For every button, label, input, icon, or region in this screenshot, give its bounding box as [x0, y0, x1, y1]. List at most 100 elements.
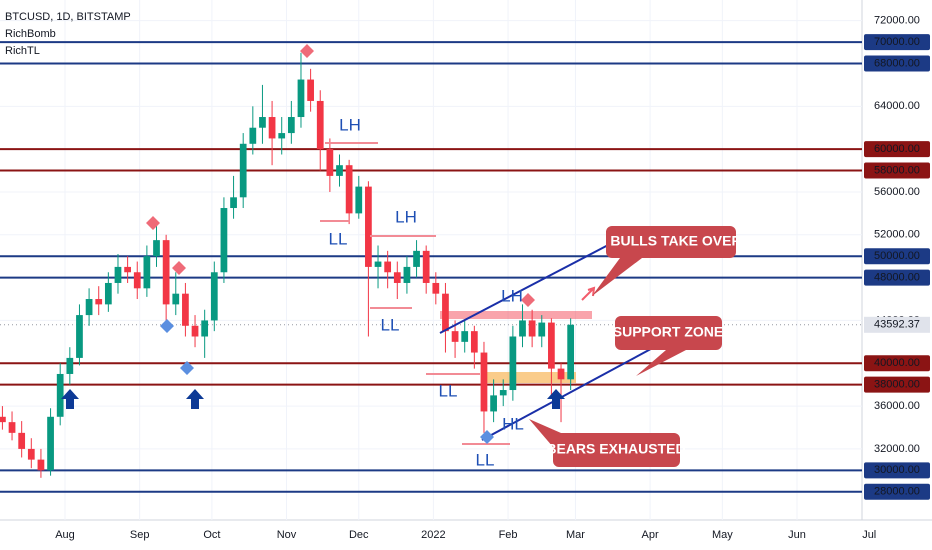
candle-body: [143, 256, 151, 289]
swing-label: LH: [339, 115, 361, 134]
candle-body: [278, 133, 286, 139]
candle-body: [365, 186, 372, 267]
x-tick-label: Feb: [499, 529, 518, 541]
candle-body: [490, 395, 497, 412]
candle-body: [345, 165, 353, 214]
y-tick-label: 56000.00: [874, 186, 920, 198]
candle-body: [336, 165, 343, 176]
candle-body: [104, 282, 112, 305]
candle-body: [393, 272, 401, 283]
candle-body: [0, 416, 6, 423]
callout-box: [615, 316, 722, 376]
y-tick-label: 32000.00: [874, 443, 920, 455]
candle-body: [191, 325, 199, 337]
x-tick-label: Mar: [566, 529, 585, 541]
candle-body: [210, 272, 218, 321]
swing-label: LL: [329, 229, 348, 248]
candle-body: [201, 320, 209, 337]
candle-body: [287, 117, 295, 134]
level-label: 50000.00: [874, 250, 920, 262]
candle-body: [374, 261, 382, 267]
level-label-box: [864, 141, 930, 158]
candle-body: [27, 448, 35, 460]
callout-text: SUPPORT ZONE: [613, 324, 723, 340]
candle-body: [249, 127, 257, 144]
candle-body: [567, 324, 575, 380]
callout-text: BULLS TAKE OVER: [610, 233, 741, 249]
candle-body: [162, 240, 170, 305]
level-label: 48000.00: [874, 272, 920, 284]
callout-text: BEARS EXHAUSTED: [546, 441, 685, 457]
candle-body: [403, 266, 411, 283]
y-tick-label: 72000.00: [874, 15, 920, 27]
candle-body: [326, 149, 334, 176]
candle-body: [18, 432, 26, 449]
chart-title: BTCUSD, 1D, BITSTAMP: [5, 11, 131, 23]
x-tick-label: Jun: [788, 529, 806, 541]
candles: [0, 52, 575, 478]
level-label-box: [864, 462, 930, 479]
x-tick-label: Aug: [55, 529, 75, 541]
level-label-box: [864, 55, 930, 72]
x-tick-label: 2022: [421, 529, 445, 541]
swing-label: LH: [501, 286, 523, 305]
level-label: 40000.00: [874, 357, 920, 369]
candle-body: [499, 390, 507, 396]
x-tick-label: Nov: [277, 529, 297, 541]
level-label-box: [864, 248, 930, 265]
candle-body: [509, 336, 517, 391]
candle-body: [307, 79, 314, 101]
candle-body: [239, 143, 247, 198]
candle-body: [461, 331, 469, 342]
x-tick-label: Oct: [203, 529, 220, 541]
level-label-box: [864, 355, 930, 372]
candle-body: [182, 293, 189, 326]
candle-body: [153, 240, 160, 257]
candle-body: [316, 100, 324, 150]
level-label: 38000.00: [874, 379, 920, 391]
candle-body: [47, 416, 54, 471]
x-tick-label: Apr: [642, 529, 659, 541]
swing-label: LL: [439, 381, 458, 400]
candle-body: [114, 266, 122, 283]
candle-body: [528, 320, 536, 337]
grid: [0, 0, 862, 520]
candle-body: [519, 320, 526, 337]
x-tick-label: May: [712, 529, 733, 541]
candle-body: [56, 373, 64, 417]
candle-body: [355, 186, 363, 214]
level-label-box: [864, 269, 930, 286]
candle-body: [95, 299, 103, 305]
y-tick-label: 64000.00: [874, 100, 920, 112]
candle-body: [230, 197, 237, 209]
candle-body: [297, 79, 305, 118]
candle-body: [8, 422, 16, 433]
candle-body: [37, 459, 45, 471]
level-label-box: [864, 376, 930, 393]
candle-body: [220, 208, 228, 273]
candle-body: [384, 261, 392, 273]
candle-body: [451, 331, 459, 342]
level-label-box: [864, 162, 930, 179]
levels: [0, 41, 862, 493]
swing-label: LH: [395, 207, 417, 226]
indicator-name: RichBomb: [5, 28, 56, 40]
indicator-name: RichTL: [5, 45, 40, 57]
candle-body: [557, 368, 565, 380]
callout-box: [529, 419, 680, 467]
candle-body: [259, 117, 266, 128]
level-label-box: [864, 34, 930, 51]
swing-label: LL: [381, 315, 400, 334]
y-tick-label: 36000.00: [874, 400, 920, 412]
level-label: 28000.00: [874, 486, 920, 498]
resistance-zone: [440, 311, 592, 319]
level-label: 60000.00: [874, 143, 920, 155]
swing-label: LL: [476, 450, 495, 469]
level-label-box: [864, 483, 930, 500]
x-tick-label: Jul: [862, 529, 876, 541]
last-price-label: 43592.37: [874, 319, 920, 331]
candle-body: [442, 293, 449, 332]
channel-line: [439, 242, 613, 334]
